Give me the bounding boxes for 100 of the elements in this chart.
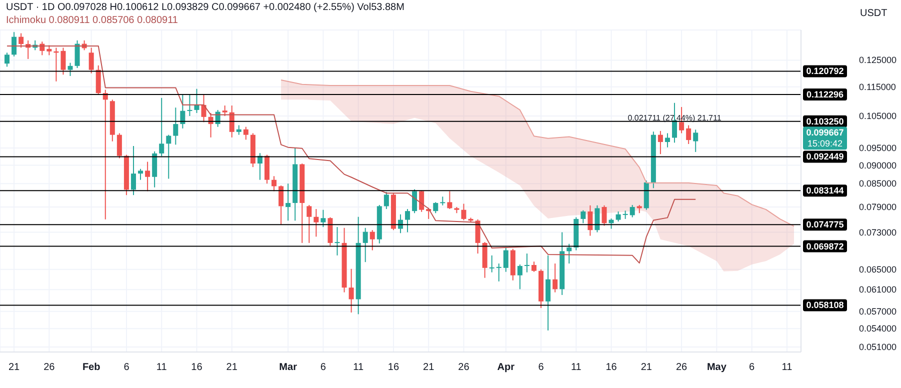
x-tick-label: 11 xyxy=(353,362,364,373)
x-tick-label: 21 xyxy=(8,362,20,373)
candlestick xyxy=(489,254,494,273)
candlestick xyxy=(496,263,502,282)
ref-line-label: 0.092449 xyxy=(806,152,844,162)
ref-line-label: 0.074775 xyxy=(806,220,844,230)
ref-line-label: 0.112296 xyxy=(806,90,844,100)
candlestick xyxy=(602,204,607,226)
y-tick-label: 0.054000 xyxy=(859,324,897,334)
candlestick xyxy=(74,40,80,69)
candlestick xyxy=(412,188,418,214)
y-tick-label: 0.115000 xyxy=(859,82,896,92)
candlestick xyxy=(236,124,242,136)
candlestick xyxy=(370,230,375,251)
y-tick-label: 0.073000 xyxy=(859,227,897,238)
candlestick xyxy=(433,202,438,214)
candlestick xyxy=(475,218,480,254)
candlestick xyxy=(334,226,340,256)
ref-line-label: 0.069872 xyxy=(806,241,844,252)
candlestick xyxy=(18,32,24,48)
x-tick-label: 21 xyxy=(226,362,238,373)
candlestick xyxy=(130,146,136,196)
ref-line-label: 0.058108 xyxy=(806,300,844,310)
x-tick-label: 11 xyxy=(156,362,168,373)
candlestick xyxy=(580,210,586,224)
x-tick-label: Feb xyxy=(82,362,100,373)
candlestick xyxy=(616,210,621,222)
candlestick xyxy=(145,161,150,192)
candlestick xyxy=(320,209,326,228)
candlestick xyxy=(664,132,670,148)
candlestick xyxy=(594,204,600,233)
candlestick xyxy=(306,204,312,244)
candlestick xyxy=(272,176,277,192)
x-tick-label: 6 xyxy=(749,362,756,373)
candlestick xyxy=(187,94,192,117)
candlestick xyxy=(622,210,628,220)
y-tick-label: 0.057000 xyxy=(859,306,897,316)
candlestick xyxy=(264,154,270,184)
candlestick xyxy=(138,168,144,180)
x-tick-label: 26 xyxy=(676,362,688,373)
x-tick-label: 6 xyxy=(538,362,544,373)
x-tick-label: 26 xyxy=(458,362,470,373)
x-tick-label: 16 xyxy=(606,362,618,373)
x-tick-label: 26 xyxy=(44,362,56,373)
text: USDT · 1D O0.097028 H0.100612 L0.093829 C0.099667 +0.002480 (+2.55%) Vol53.88M xyxy=(6,2,404,13)
x-tick-label: 21 xyxy=(640,362,652,373)
x-tick-label: 6 xyxy=(320,362,326,373)
text: Ichimoku 0.080911 0.085706 0.080911 xyxy=(6,15,178,26)
x-tick-label: 11 xyxy=(782,362,793,373)
candlestick xyxy=(440,196,446,206)
candlestick xyxy=(693,129,698,152)
y-tick-label: 0.090000 xyxy=(859,160,897,170)
y-tick-label: 0.079000 xyxy=(859,202,897,212)
candlestick xyxy=(348,268,354,313)
x-tick-label: 16 xyxy=(388,362,400,373)
candlestick xyxy=(630,204,635,218)
candlestick xyxy=(60,47,66,76)
x-tick-label: 21 xyxy=(423,362,435,373)
candlestick xyxy=(686,124,692,144)
candlestick xyxy=(46,44,52,56)
candlestick xyxy=(180,94,186,129)
candlestick xyxy=(159,97,164,157)
candlestick xyxy=(4,52,10,68)
candlestick xyxy=(88,47,94,74)
ref-line-label: 0.120792 xyxy=(806,66,844,76)
y-axis-title: USDT xyxy=(860,8,888,19)
candlestick xyxy=(222,105,228,117)
candlestick xyxy=(166,134,172,180)
candlestick xyxy=(201,94,206,123)
y-tick-label: 0.085000 xyxy=(859,178,897,189)
candlestick xyxy=(405,208,410,233)
candlestick xyxy=(286,183,291,222)
candlestick xyxy=(461,203,466,221)
y-tick-label: 0.061000 xyxy=(859,284,897,295)
candlestick xyxy=(552,263,558,293)
x-tick-label: 16 xyxy=(191,362,203,373)
candlestick xyxy=(531,261,536,272)
candlestick xyxy=(12,32,17,57)
candlestick xyxy=(566,243,572,264)
candlestick xyxy=(447,190,452,210)
candlestick xyxy=(229,105,234,138)
candlestick xyxy=(243,126,248,140)
candlestick xyxy=(384,191,389,210)
text: 0.099667 xyxy=(806,128,844,138)
candlestick xyxy=(96,64,101,96)
y-tick-label: 0.095000 xyxy=(859,143,897,154)
candlestick xyxy=(362,227,368,263)
x-tick-label: May xyxy=(706,362,727,373)
candlestick xyxy=(68,62,73,76)
x-tick-label: 11 xyxy=(570,362,582,373)
y-tick-label: 0.105000 xyxy=(859,111,897,122)
candlestick xyxy=(173,107,178,146)
candlestick xyxy=(524,253,530,273)
ref-line-label: 0.103250 xyxy=(806,116,844,126)
x-tick-label: Mar xyxy=(279,362,298,373)
candlestick xyxy=(503,247,508,272)
candlestick xyxy=(658,130,663,155)
text: 15:09:42 xyxy=(807,138,843,149)
candlestick xyxy=(116,132,122,159)
ref-line-label: 0.083144 xyxy=(806,186,844,196)
